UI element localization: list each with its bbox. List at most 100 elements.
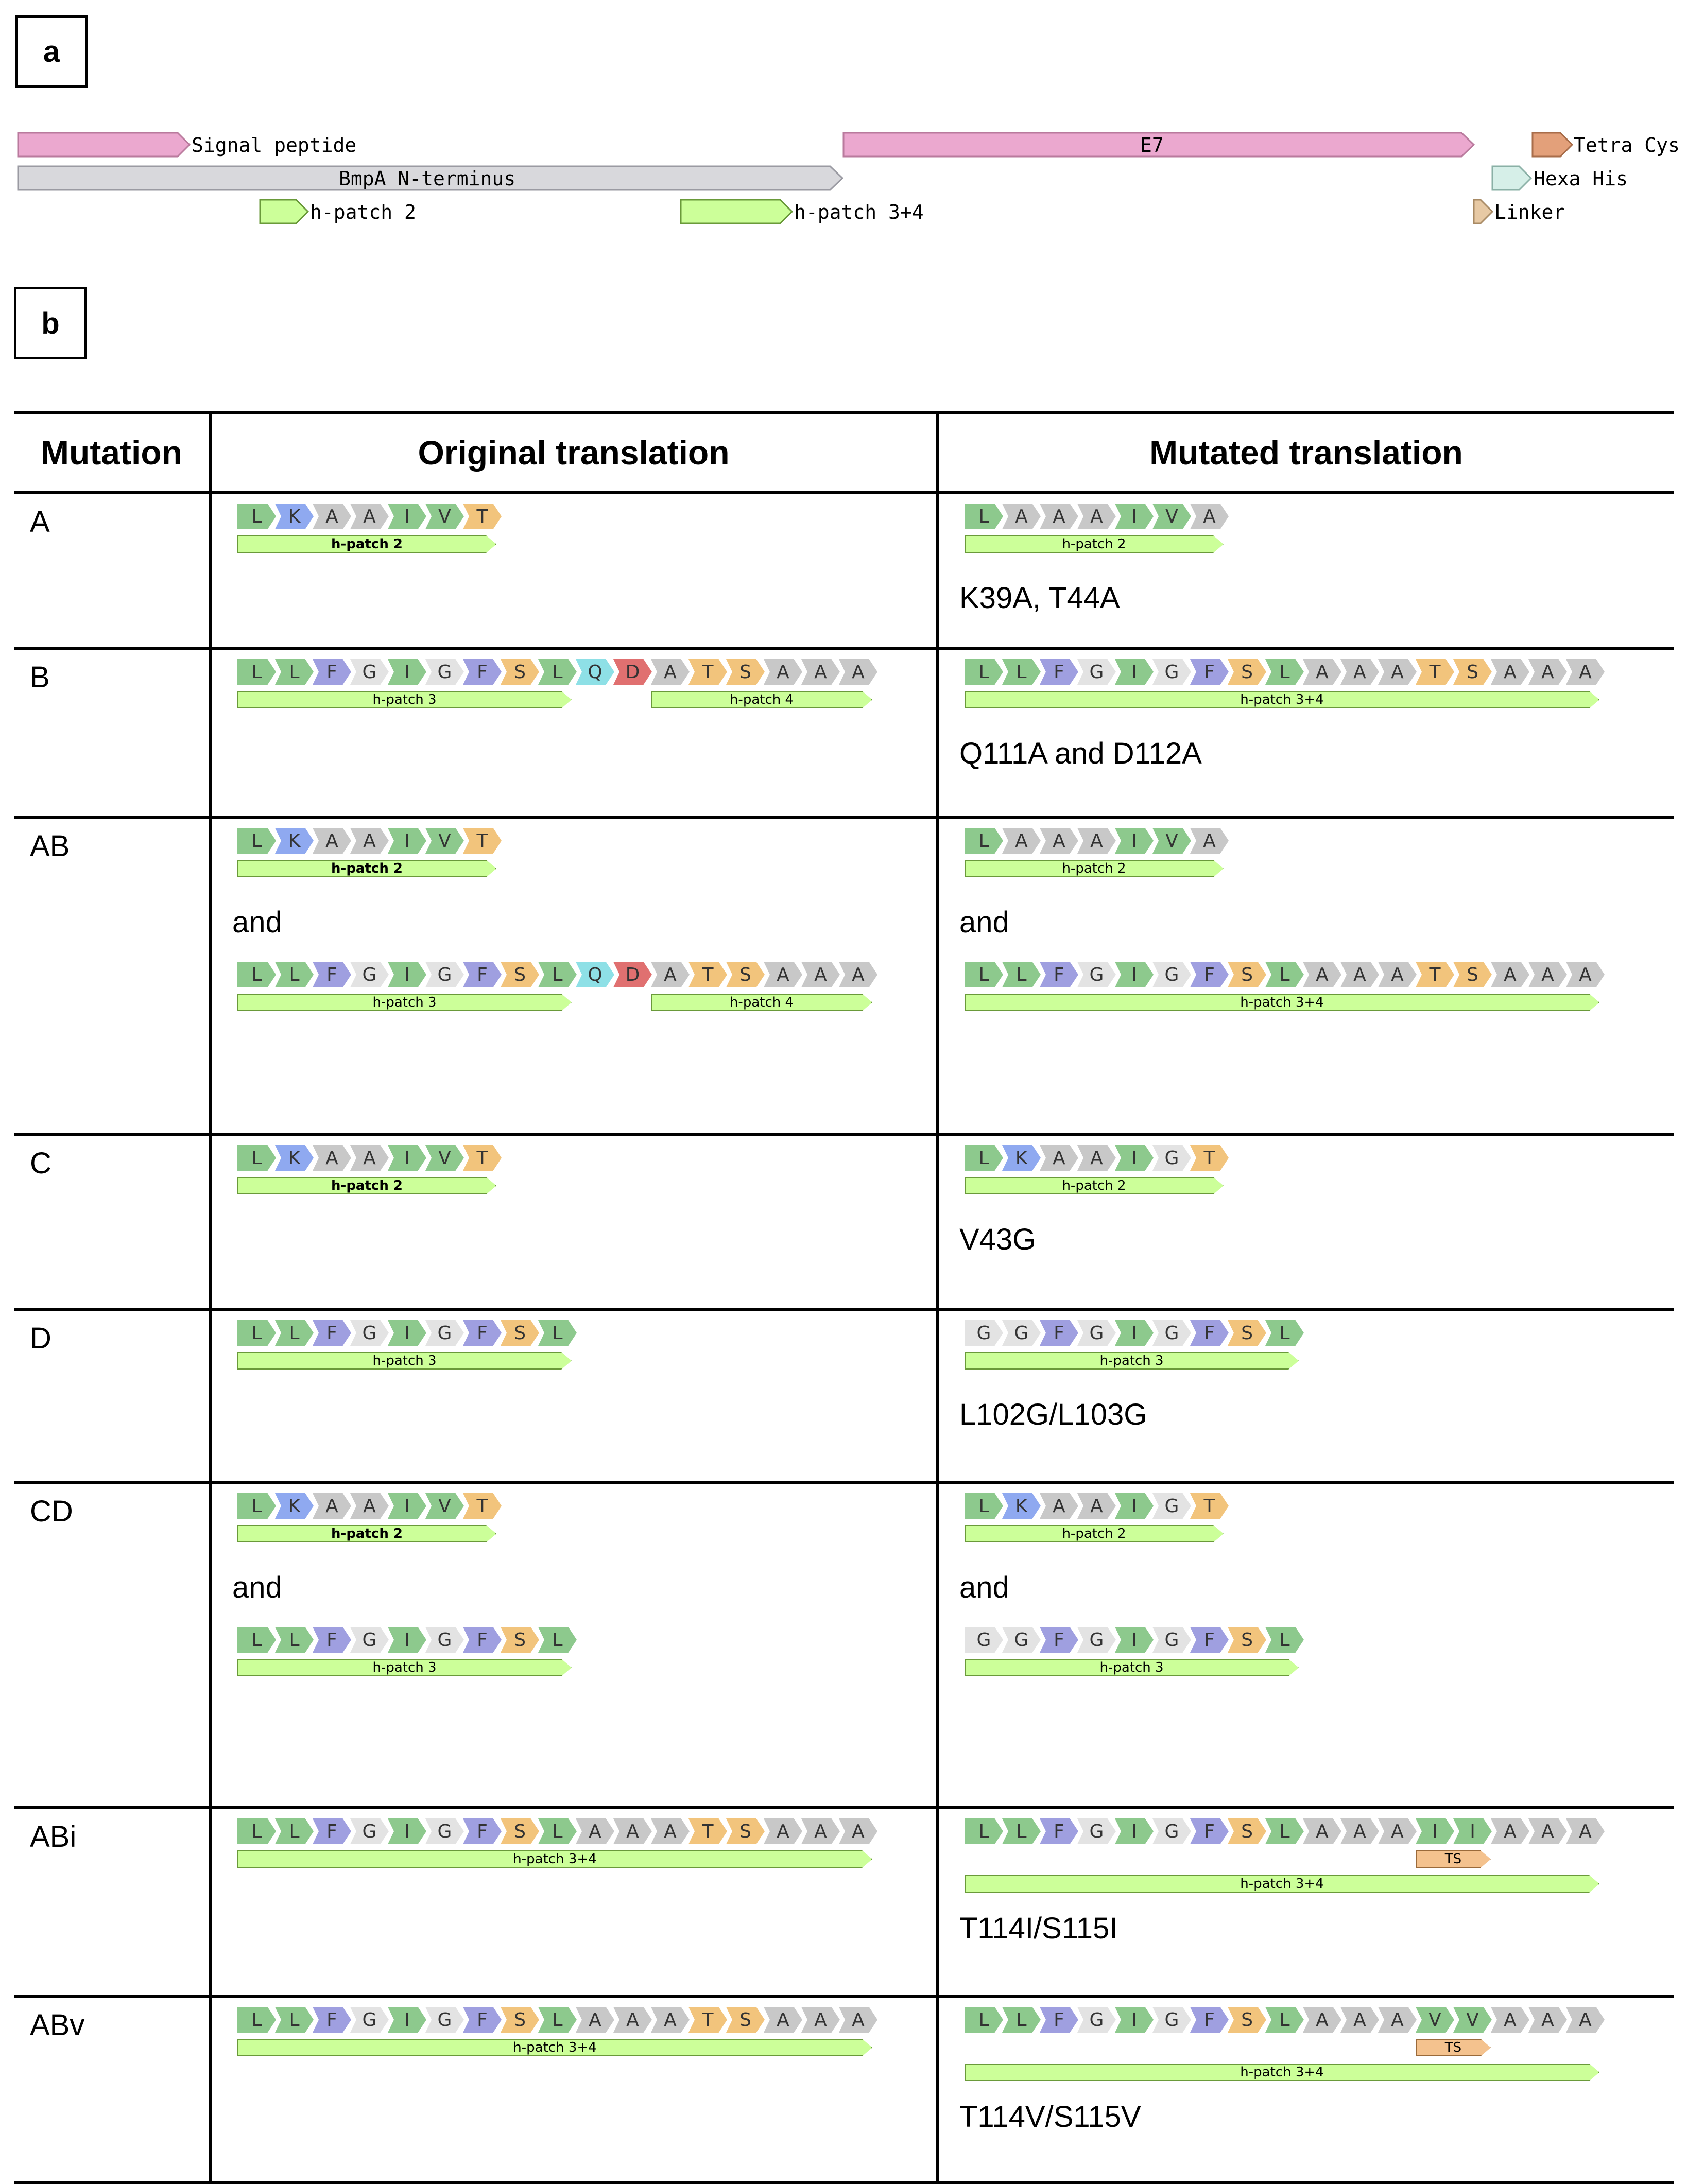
residue-F: F [1190,1320,1229,1346]
residue-A: A [1040,828,1078,854]
residue-G: G [1152,1818,1191,1844]
residue-S: S [1453,962,1492,987]
residue-I: I [1115,1493,1154,1519]
mutation-code-cell: C [14,1133,212,1311]
mutation-code-cell: B [14,647,212,819]
residue-L: L [1002,962,1041,987]
residue-L: L [538,962,577,987]
and-label: and [959,906,1009,939]
signal-peptide-label: Signal peptide [192,134,357,157]
residue-A: A [1190,504,1229,529]
residue-S: S [1228,1627,1266,1653]
residue-A: A [350,1493,389,1519]
residue-A: A [313,1145,351,1171]
residue-L: L [965,1818,1003,1844]
tetra-cys-label: Tetra Cys [1574,134,1680,157]
residue-I: I [388,1818,426,1844]
residue-F: F [313,1320,351,1346]
residue-S: S [501,1818,539,1844]
residue-L: L [237,1493,276,1519]
residue-S: S [726,659,765,685]
residue-F: F [463,1818,502,1844]
residue-S: S [1228,1320,1266,1346]
and-label: and [232,906,282,939]
residue-F: F [1190,659,1229,685]
hpatch34-arrow [680,199,794,224]
residue-I: I [1115,2007,1154,2033]
residue-S: S [501,962,539,987]
residue-L: L [538,1320,577,1346]
residue-L: L [1002,2007,1041,2033]
ts-feature-bar: TS [1416,2039,1491,2056]
residue-G: G [425,1818,464,1844]
residue-T: T [688,962,727,987]
mutation-table: Mutation Original translation Mutated tr… [14,411,1674,2184]
residue-I: I [388,1627,426,1653]
residue-A: A [613,1818,652,1844]
residue-A: A [350,1145,389,1171]
residue-F: F [313,962,351,987]
residue-A: A [1566,962,1605,987]
residue-A: A [1002,828,1041,854]
residue-G: G [1002,1320,1041,1346]
residue-A: A [576,2007,614,2033]
residue-A: A [313,828,351,854]
mutation-code-cell: D [14,1308,212,1484]
residue-F: F [1040,659,1078,685]
signal-peptide-arrow [17,132,191,158]
residue-L: L [1265,1818,1304,1844]
residue-L: L [965,1145,1003,1171]
residue-S: S [501,1320,539,1346]
mutation-note: T114V/S115V [959,2100,1141,2134]
mutation-code: CD [30,1495,73,1528]
residue-G: G [1077,659,1116,685]
e7-arrow [842,132,1475,158]
residue-T: T [1190,1493,1229,1519]
residue-Q: Q [576,659,614,685]
residue-L: L [237,1627,276,1653]
residue-F: F [463,659,502,685]
residue-L: L [965,1493,1003,1519]
residue-A: A [801,659,840,685]
hpatch-feature-bar: h-patch 2 [237,860,496,877]
residue-A: A [313,1493,351,1519]
mutation-note: L102G/L103G [959,1398,1147,1431]
residue-L: L [237,828,276,854]
residue-V: V [1453,2007,1492,2033]
residue-L: L [1002,659,1041,685]
residue-V: V [1152,828,1191,854]
residue-A: A [1303,962,1341,987]
residue-L: L [1265,1627,1304,1653]
residue-A: A [613,2007,652,2033]
hpatch-feature-bar: h-patch 3 [237,1659,572,1676]
hpatch-feature-bar: h-patch 2 [237,535,496,553]
residue-A: A [764,2007,802,2033]
residue-F: F [1040,1818,1078,1844]
and-label: and [959,1571,1009,1604]
panel-label-a: a [15,15,88,88]
residue-L: L [237,2007,276,2033]
residue-K: K [1002,1145,1041,1171]
hexa-his-label: Hexa His [1534,167,1628,190]
residue-A: A [1340,1818,1379,1844]
hpatch-feature-bar: h-patch 3+4 [237,2039,872,2056]
residue-G: G [1002,1627,1041,1653]
residue-A: A [576,1818,614,1844]
residue-L: L [1265,2007,1304,2033]
hpatch-feature-bar: h-patch 3+4 [237,1850,872,1868]
